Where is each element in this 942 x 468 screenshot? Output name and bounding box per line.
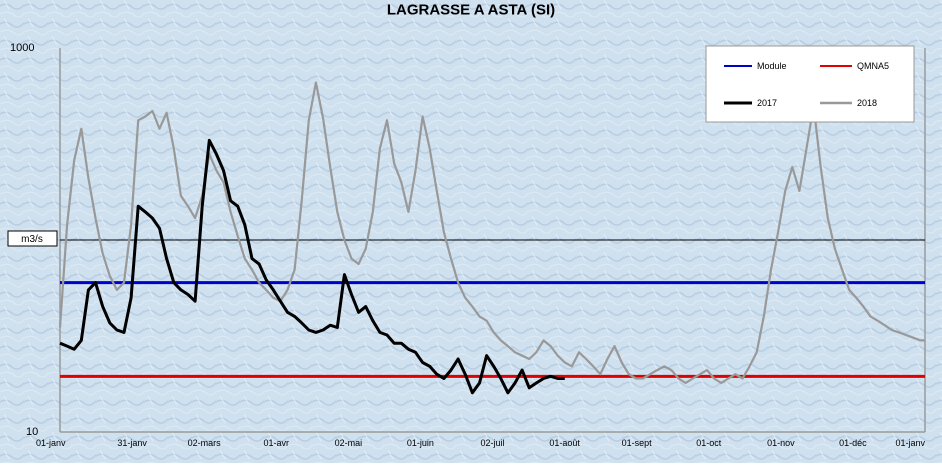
x-tick-label: 01-janv (36, 438, 66, 448)
legend-label-qmna5: QMNA5 (857, 61, 889, 71)
legend-label-module: Module (757, 61, 787, 71)
y-axis-label: m3/s (21, 234, 43, 245)
x-tick-label: 01-juin (407, 438, 434, 448)
x-tick-label: 01-janv (895, 438, 925, 448)
series-lines (58, 81, 925, 395)
x-tick-label: 01-nov (767, 438, 795, 448)
x-tick-label: 02-juil (480, 438, 504, 448)
legend-label-2018: 2018 (857, 98, 877, 108)
chart-title: LAGRASSE A ASTA (SI) (387, 1, 555, 18)
y-tick-label-bottom: 10 (26, 426, 38, 438)
x-tick-label: 01-août (549, 438, 580, 448)
reference-lines (60, 281, 925, 378)
x-tick-label: 31-janv (117, 438, 147, 448)
x-tick-label: 01-sept (622, 438, 653, 448)
unit-label-box (7, 230, 58, 247)
legend-box (705, 45, 915, 123)
x-tick-label: 02-mars (188, 438, 222, 448)
y-tick-label-top: 1000 (10, 42, 34, 54)
x-tick-label: 01-oct (696, 438, 722, 448)
legend-label-2017: 2017 (757, 98, 777, 108)
x-tick-label: 02-mai (335, 438, 363, 448)
x-tick-label: 01-déc (839, 438, 867, 448)
series-line-2017 (59, 138, 565, 395)
legend: Module QMNA5 2017 2018 (705, 45, 915, 123)
x-axis-labels: 01-janv 31-janv 02-mars 01-avr 02-mai 01-juin… (36, 438, 925, 448)
x-tick-label: 01-avr (263, 438, 289, 448)
